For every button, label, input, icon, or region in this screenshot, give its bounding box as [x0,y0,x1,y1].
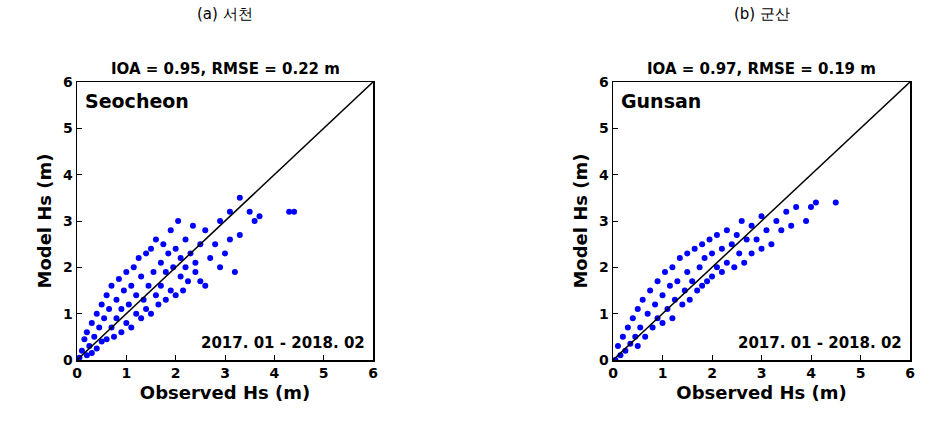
svg-text:1: 1 [658,365,668,381]
svg-text:4: 4 [806,365,816,381]
svg-text:IOA = 0.95, RMSE = 0.22 m: IOA = 0.95, RMSE = 0.22 m [111,60,340,78]
svg-text:0: 0 [72,365,82,381]
svg-text:3: 3 [757,365,767,381]
svg-text:1: 1 [599,306,609,322]
svg-text:4: 4 [63,167,73,183]
svg-text:1: 1 [63,306,73,322]
svg-text:5: 5 [319,365,329,381]
svg-text:2017. 01 - 2018. 02: 2017. 01 - 2018. 02 [201,334,365,352]
svg-text:0: 0 [608,365,618,381]
svg-text:(b) 군산: (b) 군산 [734,5,790,23]
svg-text:6: 6 [63,74,73,90]
svg-text:1: 1 [121,365,131,381]
svg-text:2: 2 [63,259,73,275]
svg-text:3: 3 [599,213,609,229]
svg-text:3: 3 [63,213,73,229]
svg-text:4: 4 [269,365,279,381]
svg-text:2: 2 [599,259,609,275]
svg-text:5: 5 [856,365,866,381]
svg-text:0: 0 [599,352,609,368]
svg-text:Model Hs (m): Model Hs (m) [34,153,55,288]
svg-text:(a) 서천: (a) 서천 [197,5,253,23]
svg-text:5: 5 [599,120,609,136]
svg-text:6: 6 [905,365,915,381]
svg-text:IOA = 0.97, RMSE = 0.19 m: IOA = 0.97, RMSE = 0.19 m [647,60,876,78]
svg-text:3: 3 [220,365,230,381]
svg-text:5: 5 [63,120,73,136]
svg-text:6: 6 [599,74,609,90]
svg-text:0: 0 [63,352,73,368]
svg-text:6: 6 [368,365,378,381]
svg-text:Observed Hs (m): Observed Hs (m) [140,382,310,403]
svg-text:2017. 01 - 2018. 02: 2017. 01 - 2018. 02 [738,334,902,352]
svg-text:Gunsan: Gunsan [621,90,701,112]
svg-text:2: 2 [171,365,181,381]
svg-text:Observed Hs (m): Observed Hs (m) [676,382,846,403]
svg-text:Seocheon: Seocheon [85,90,189,112]
svg-text:Model Hs (m): Model Hs (m) [570,153,591,288]
svg-text:4: 4 [599,167,609,183]
svg-text:2: 2 [707,365,717,381]
